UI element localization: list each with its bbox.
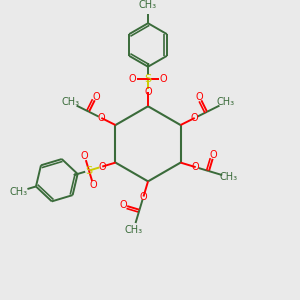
Text: O: O xyxy=(81,151,88,161)
Text: O: O xyxy=(129,74,136,84)
Text: CH₃: CH₃ xyxy=(217,98,235,107)
Text: O: O xyxy=(210,150,218,160)
Text: O: O xyxy=(93,92,100,102)
Text: CH₃: CH₃ xyxy=(124,225,142,235)
Text: S: S xyxy=(85,166,92,176)
Text: CH₃: CH₃ xyxy=(220,172,238,182)
Text: O: O xyxy=(98,162,106,172)
Text: CH₃: CH₃ xyxy=(10,187,28,196)
Text: O: O xyxy=(160,74,167,84)
Text: O: O xyxy=(90,180,97,190)
Text: O: O xyxy=(196,92,203,102)
Text: O: O xyxy=(192,162,200,172)
Text: CH₃: CH₃ xyxy=(61,98,80,107)
Text: O: O xyxy=(140,191,147,202)
Text: O: O xyxy=(191,113,199,123)
Text: O: O xyxy=(144,87,152,98)
Text: O: O xyxy=(98,113,105,123)
Text: S: S xyxy=(145,74,152,84)
Text: O: O xyxy=(120,200,127,210)
Text: CH₃: CH₃ xyxy=(139,0,157,11)
